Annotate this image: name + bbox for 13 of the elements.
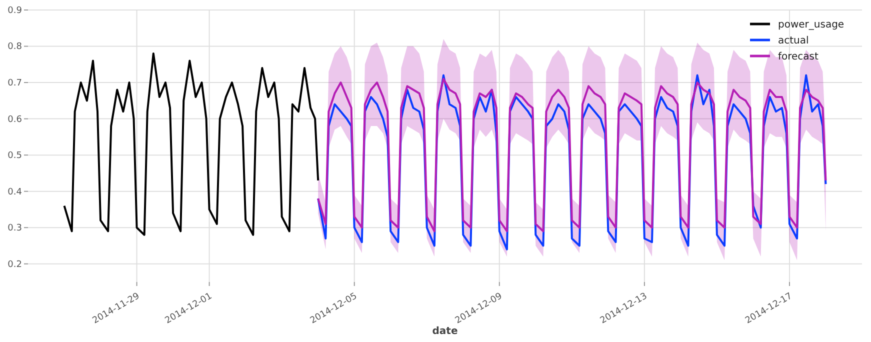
legend-label: actual [778,36,809,46]
y-tick-label: 0.3 [8,224,22,234]
y-tick-label: 0.2 [8,260,22,270]
legend-label: forecast [778,52,819,62]
line-series [63,52,320,236]
y-tick-label: 0.6 [8,114,22,125]
x-axis-title: date [432,326,458,337]
y-tick-label: 0.7 [8,78,22,89]
legend-label: power_usage [778,20,844,30]
y-tick-label: 0.9 [8,6,22,16]
y-tick-label: 0.8 [8,42,22,52]
y-tick-label: 0.4 [8,187,22,198]
y-tick-label: 0.5 [8,151,22,162]
